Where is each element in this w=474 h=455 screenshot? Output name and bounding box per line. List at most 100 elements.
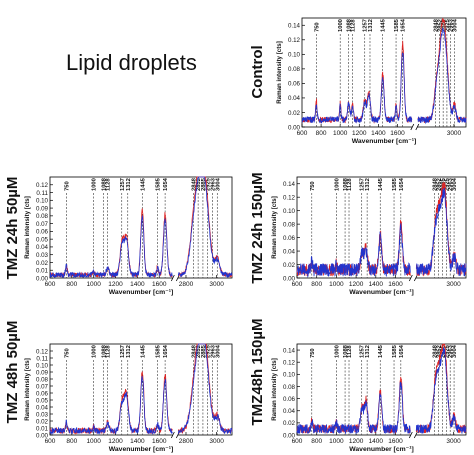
y-axis-label: Raman intensity [cts]	[271, 358, 278, 421]
peak-marker-label: 1312	[365, 345, 371, 358]
peak-marker-label: 2852	[437, 19, 443, 32]
y-tick-label: 0.05	[36, 397, 49, 404]
y-tick-label: 0.10	[36, 362, 49, 369]
peak-marker-label: 1000	[92, 178, 98, 191]
y-tick-label: 0.12	[36, 348, 49, 355]
y-tick-label: 0.00	[283, 432, 296, 439]
peak-marker-label: 750	[314, 22, 320, 32]
y-tick-label: 0.08	[36, 213, 49, 220]
peak-marker-label: 1257	[363, 19, 369, 32]
y-axis-label: Raman intensity [cts]	[271, 196, 278, 259]
y-tick-label: 0.08	[283, 221, 296, 228]
panel-1: 0.00 0.02 0.04 0.06 0.08 0.10 0.12 0.14 600 800 10…	[249, 17, 467, 145]
peak-marker-label: 750	[64, 181, 70, 191]
peak-marker-label: 2925	[206, 177, 212, 191]
y-tick-label: 0.08	[36, 376, 49, 383]
x-tick-label: 3000	[446, 281, 461, 288]
y-tick-label: 0.02	[288, 110, 301, 117]
y-tick-label: 0.14	[283, 347, 296, 354]
x-tick-label: 1400	[130, 281, 145, 288]
peak-marker-label: 3004	[452, 177, 458, 191]
x-tick-label: 800	[66, 281, 77, 288]
axis-break-mask	[410, 432, 416, 438]
y-tick-label: 0.02	[36, 418, 49, 425]
panel-2: 0.000.010.020.030.040.050.060.070.080.09…	[4, 177, 233, 296]
peak-marker-label: 2848	[433, 344, 439, 358]
peak-marker-label: 750	[310, 348, 316, 358]
x-tick-label: 3000	[209, 281, 224, 288]
y-tick-label: 0.06	[36, 229, 49, 236]
x-tick-label: 1200	[352, 130, 367, 137]
peak-marker-label: 1585	[156, 344, 162, 358]
y-tick-label: 0.00	[36, 275, 49, 282]
x-tick-label: 1200	[349, 438, 364, 445]
y-tick-label: 0.04	[283, 248, 296, 255]
plot-frame	[296, 343, 467, 436]
peak-marker-label: 2848	[191, 344, 197, 358]
spectrum-line-blue	[49, 343, 233, 436]
axis-break-mark	[413, 431, 418, 439]
x-tick-label: 3000	[209, 438, 224, 445]
peak-marker-label: 1654	[163, 177, 169, 191]
x-tick-label: 800	[311, 281, 322, 288]
x-tick-label: 2800	[179, 281, 194, 288]
y-tick-label: 0.02	[36, 260, 49, 267]
x-axis-label: Wavenumber [cm⁻¹]	[349, 289, 414, 296]
peak-marker-label: 2848	[434, 18, 440, 32]
peak-marker-label: 1128	[106, 178, 112, 191]
x-tick-label: 1400	[369, 438, 384, 445]
peak-marker-label: 1445	[381, 18, 387, 32]
peak-marker-label: 1088	[101, 344, 107, 358]
peak-marker-label: 2963	[448, 344, 454, 358]
axis-break-mask	[172, 275, 178, 281]
peak-marker-label: 1654	[401, 18, 407, 32]
figure-title: Lipid droplets	[66, 50, 197, 75]
panel-title: TMZ 48h 50µM	[4, 321, 21, 424]
axis-break-mark	[415, 123, 420, 131]
y-tick-label: 0.12	[283, 360, 296, 367]
x-tick-label: 600	[292, 438, 303, 445]
peak-marker-label: 1128	[106, 345, 112, 358]
peak-marker-label: 2885	[201, 344, 207, 358]
peak-marker-label: 1445	[378, 177, 384, 191]
x-tick-label: 1400	[371, 130, 386, 137]
panel-title: Control	[249, 45, 266, 98]
x-tick-label: 1400	[130, 438, 145, 445]
axis-break-mark	[170, 274, 175, 282]
peak-marker-label: 2852	[196, 178, 202, 191]
y-tick-label: 0.00	[288, 124, 301, 131]
y-tick-label: 0.09	[36, 205, 49, 212]
y-tick-label: 0.03	[36, 411, 49, 418]
peak-marker-label: 1312	[126, 345, 132, 358]
y-axis-label: Raman intensity [cts]	[276, 41, 283, 104]
x-tick-label: 2800	[179, 438, 194, 445]
peak-marker-label: 1585	[394, 18, 400, 32]
y-tick-label: 0.08	[283, 384, 296, 391]
y-tick-label: 0.11	[36, 355, 48, 362]
peak-marker-label: 2885	[441, 18, 447, 32]
peak-marker-label: 2925	[206, 344, 212, 358]
peak-marker-label: 750	[310, 181, 316, 191]
x-axis-label: Wavenumber [cm⁻¹]	[349, 446, 414, 453]
axis-break-mask	[172, 432, 178, 438]
y-tick-label: 0.04	[36, 404, 49, 411]
spectrum-line-blue	[296, 187, 467, 278]
y-tick-label: 0.08	[288, 66, 301, 73]
peak-marker-label: 1088	[347, 18, 353, 32]
x-tick-label: 600	[297, 130, 308, 137]
axis-break-mark	[410, 123, 415, 131]
panel-4: 0.000.010.020.030.040.050.060.070.080.09…	[4, 321, 233, 453]
peak-marker-label: 2885	[201, 177, 207, 191]
y-tick-label: 0.14	[288, 23, 301, 30]
x-tick-label: 800	[66, 438, 77, 445]
spectrum-line-blue	[296, 347, 467, 435]
peak-marker-label: 2963	[448, 177, 454, 191]
peak-marker-label: 3004	[452, 344, 458, 358]
peak-marker-label: 2852	[196, 345, 202, 358]
peak-marker-label: 1585	[392, 177, 398, 191]
peak-marker-label: 1257	[120, 178, 126, 191]
peak-marker-label: 1088	[343, 344, 349, 358]
spectrum-line-red	[296, 182, 467, 277]
